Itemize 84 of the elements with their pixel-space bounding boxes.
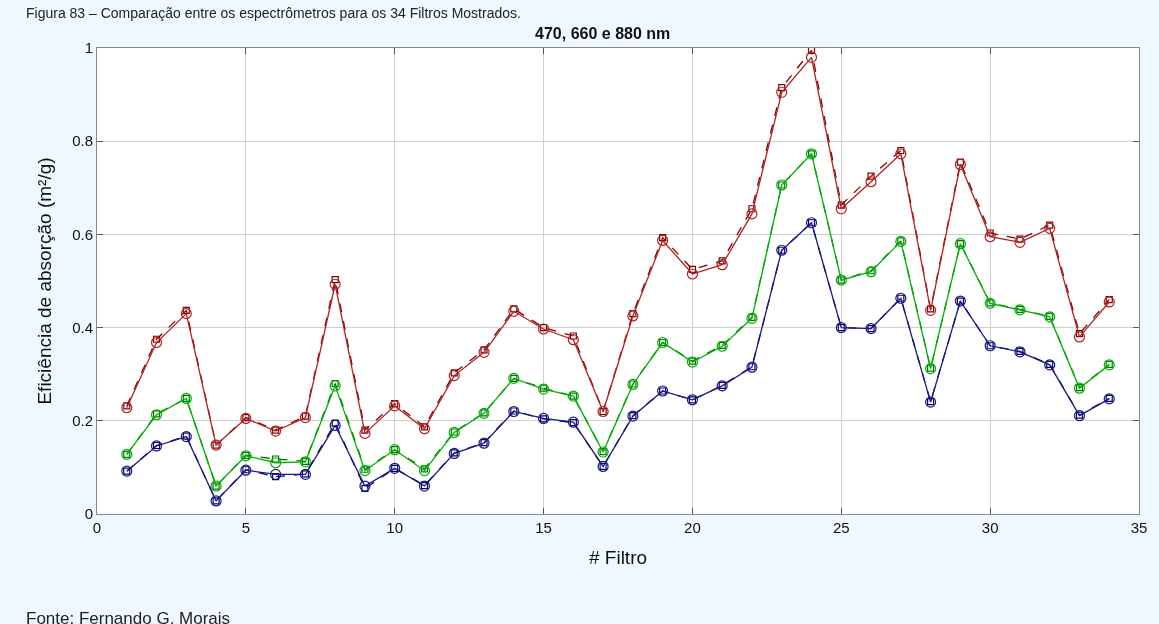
point — [361, 426, 369, 434]
point — [329, 380, 341, 392]
point — [984, 231, 996, 243]
point — [150, 336, 163, 349]
y-tick-label: 1 — [84, 39, 93, 57]
point — [359, 427, 371, 439]
point — [389, 400, 401, 412]
y-axis-title: Eficiência de absorção (m²/g) — [33, 157, 55, 405]
x-tick-label: 25 — [832, 519, 850, 536]
point — [391, 399, 399, 408]
chart-title: 470, 660 e 880 nm — [535, 25, 671, 43]
x-tick-label: 15 — [535, 519, 552, 536]
point — [865, 176, 877, 188]
point — [835, 203, 847, 215]
point — [837, 201, 845, 209]
point — [1014, 236, 1026, 248]
point — [450, 369, 458, 377]
point — [867, 172, 875, 180]
point — [359, 480, 371, 492]
point — [329, 419, 341, 432]
point — [121, 402, 133, 414]
point — [748, 205, 756, 213]
point — [361, 484, 369, 492]
point — [123, 402, 131, 410]
point — [361, 465, 369, 473]
y-tick-label: 0.6 — [72, 225, 93, 243]
point — [776, 86, 788, 98]
point — [986, 229, 994, 237]
y-tick-label: 0 — [84, 505, 93, 523]
point — [688, 265, 697, 273]
point — [1075, 330, 1084, 338]
y-tick-label: 0.8 — [72, 132, 93, 150]
point — [895, 148, 907, 160]
point — [420, 465, 429, 473]
point — [508, 305, 520, 317]
point — [301, 412, 309, 420]
point — [1103, 296, 1115, 308]
point — [152, 335, 161, 343]
point — [716, 259, 728, 271]
point — [329, 278, 341, 290]
point — [478, 346, 490, 358]
point — [629, 310, 637, 318]
point — [659, 234, 667, 242]
text: Figura 83 – Comparação entre os espectrômetros para os 34 Filtros Mostrados. — [26, 5, 521, 21]
point — [182, 306, 190, 314]
point — [272, 455, 280, 463]
x-tick-label: 10 — [386, 519, 404, 536]
x-tick-label: 30 — [981, 519, 999, 536]
point — [1105, 296, 1113, 304]
point — [1044, 222, 1056, 234]
point — [418, 423, 431, 435]
point — [627, 310, 639, 322]
x-tick-label: 35 — [1130, 519, 1148, 536]
point — [180, 308, 192, 320]
point — [418, 465, 431, 477]
point — [448, 370, 460, 382]
point — [805, 51, 818, 63]
point — [1016, 235, 1024, 243]
point — [331, 419, 339, 427]
point — [686, 268, 699, 280]
point — [510, 305, 518, 313]
point — [270, 457, 282, 469]
x-tick-label: 20 — [684, 519, 701, 536]
point — [1073, 331, 1086, 343]
point — [954, 158, 966, 171]
point — [1046, 221, 1054, 229]
x-tick-label: 5 — [241, 519, 251, 536]
source-note: Fonte: Fernando G. Morais — [26, 609, 231, 624]
y-tick-label: 0.4 — [72, 318, 93, 336]
point — [569, 332, 577, 340]
y-tick-label: 0.2 — [72, 412, 93, 430]
point — [778, 84, 786, 92]
point — [480, 346, 488, 354]
point — [299, 411, 311, 424]
x-axis-title: # Filtro — [588, 546, 648, 568]
point — [718, 257, 726, 265]
point — [897, 146, 905, 155]
point — [270, 468, 282, 480]
point — [359, 465, 371, 477]
point — [331, 276, 339, 284]
point — [567, 334, 579, 346]
point — [657, 234, 669, 247]
point — [746, 208, 758, 220]
point — [331, 379, 339, 388]
